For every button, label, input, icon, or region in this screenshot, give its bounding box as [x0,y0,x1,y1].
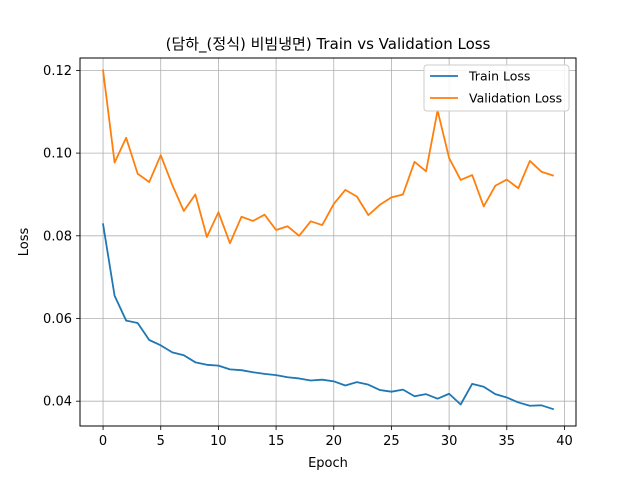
plot-frame [79,57,577,427]
series-line-train-loss [102,223,555,411]
series-line-validation-loss [102,69,555,245]
legend-label-train-loss: Train Loss [468,69,530,84]
x-tick-label: 5 [157,434,165,449]
y-axis-label: Loss [17,228,32,257]
legend: Train Loss Validation Loss [423,64,570,112]
x-tick-label: 30 [441,434,458,449]
grid [80,58,576,426]
x-tick-label: 0 [99,434,107,449]
x-tick-label: 10 [210,434,227,449]
x-tick-label: 20 [325,434,342,449]
y-tick-label: 0.10 [43,147,72,162]
y-tick-label: 0.04 [43,395,72,410]
legend-box [423,64,570,112]
x-tick-label: 15 [268,434,285,449]
x-tick-label: 25 [383,434,400,449]
y-tick-label: 0.12 [43,64,72,79]
y-tick-label: 0.06 [43,312,72,327]
y-axis-ticks: 0.04 0.06 0.08 0.10 0.12 [43,64,80,410]
y-tick-label: 0.08 [43,229,72,244]
x-tick-label: 40 [556,434,573,449]
legend-label-validation-loss: Validation Loss [469,91,562,106]
x-axis-label: Epoch [308,456,348,471]
x-axis-ticks: 0 5 10 15 20 25 30 35 40 [99,426,573,449]
x-tick-label: 35 [499,434,516,449]
chart-title: (담하_(정식) 비빔냉면) Train vs Validation Loss [166,35,491,54]
series-lines [102,69,555,411]
